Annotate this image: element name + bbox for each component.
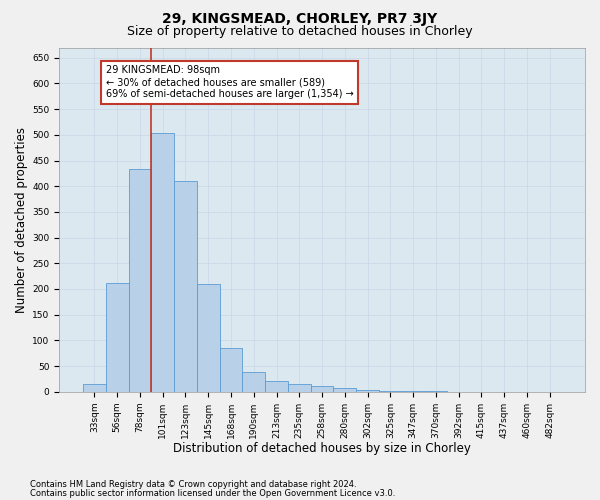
Bar [197, 284, 220, 392]
Bar [83, 384, 106, 392]
Bar [220, 348, 242, 392]
Text: 29, KINGSMEAD, CHORLEY, PR7 3JY: 29, KINGSMEAD, CHORLEY, PR7 3JY [163, 12, 437, 26]
Text: Size of property relative to detached houses in Chorley: Size of property relative to detached ho… [127, 25, 473, 38]
Text: 29 KINGSMEAD: 98sqm
← 30% of detached houses are smaller (589)
69% of semi-detac: 29 KINGSMEAD: 98sqm ← 30% of detached ho… [106, 66, 353, 98]
X-axis label: Distribution of detached houses by size in Chorley: Distribution of detached houses by size … [173, 442, 471, 455]
Text: Contains HM Land Registry data © Crown copyright and database right 2024.: Contains HM Land Registry data © Crown c… [30, 480, 356, 489]
Bar [128, 169, 151, 392]
Bar [265, 382, 288, 392]
Bar [151, 134, 174, 392]
Bar [379, 390, 402, 392]
Bar [106, 283, 128, 392]
Bar [402, 391, 425, 392]
Text: Contains public sector information licensed under the Open Government Licence v3: Contains public sector information licen… [30, 488, 395, 498]
Bar [311, 386, 334, 392]
Y-axis label: Number of detached properties: Number of detached properties [15, 126, 28, 312]
Bar [288, 384, 311, 392]
Bar [356, 390, 379, 392]
Bar [242, 372, 265, 392]
Bar [425, 391, 447, 392]
Bar [174, 181, 197, 392]
Bar [334, 388, 356, 392]
